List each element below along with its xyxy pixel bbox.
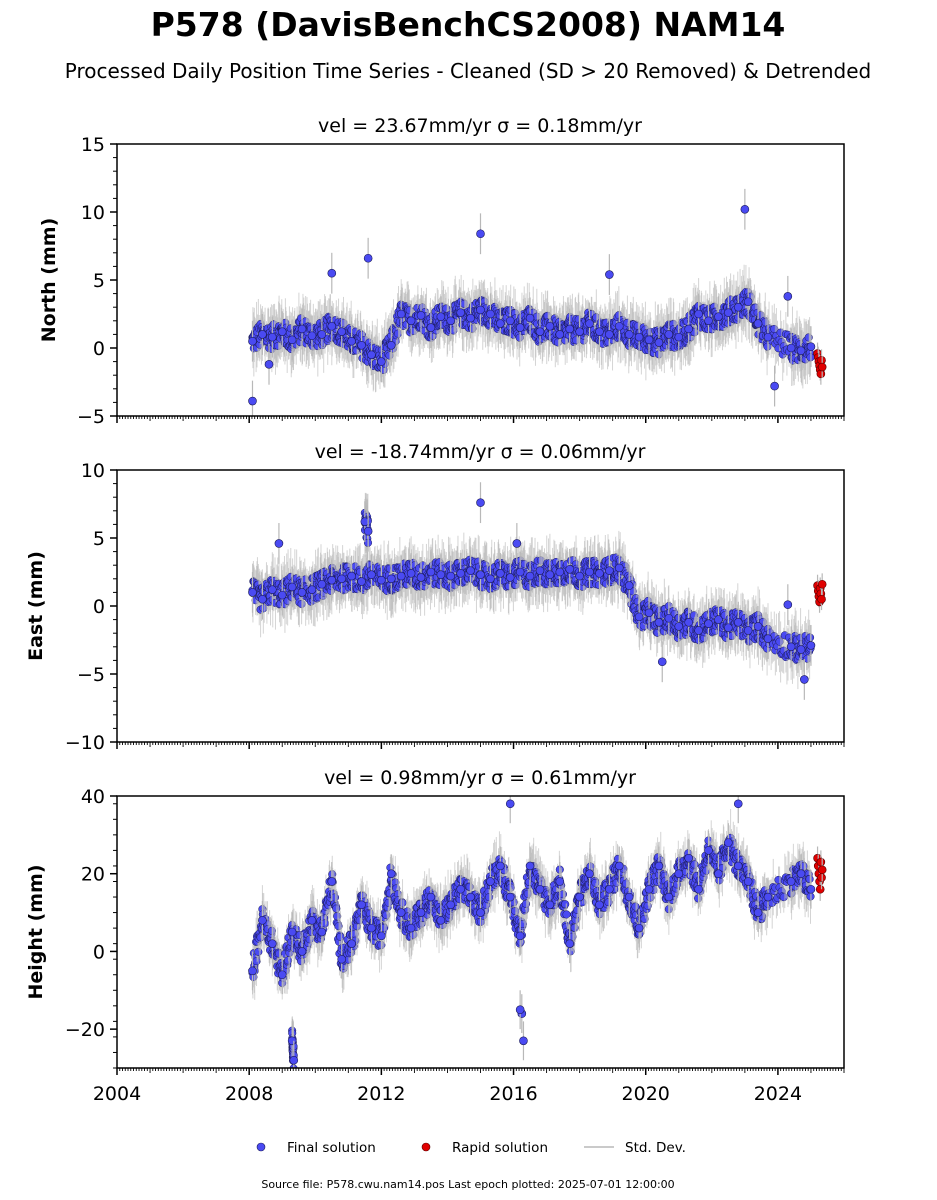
north-final-point [545, 321, 555, 331]
east-panel: vel = -18.74mm/yr σ = 0.06mm/yr East (mm… [25, 441, 845, 754]
north-final-point [496, 319, 505, 328]
north-final-point [416, 311, 426, 320]
north-final-point [287, 335, 297, 345]
north-final-point [644, 335, 654, 345]
north-final-point [317, 330, 327, 339]
north-final-point [486, 309, 495, 319]
north-final-point [783, 292, 793, 301]
north-axes-frame [116, 143, 845, 417]
north-final-point [763, 332, 773, 342]
north-final-point [456, 308, 465, 317]
north-final-point [436, 312, 446, 322]
north-y-tick-label: −5 [77, 406, 105, 428]
north-final-point [786, 343, 796, 353]
north-final-point [565, 324, 575, 334]
north-final-point [555, 330, 565, 339]
north-final-point [733, 302, 743, 312]
north-final-point [806, 342, 816, 351]
north-y-tick-label: 10 [81, 202, 105, 224]
north-final-point [248, 396, 257, 406]
north-final-point [535, 327, 545, 336]
north-final-point [614, 321, 624, 331]
east-data-cloud [248, 492, 815, 690]
north-y-tick-label: 0 [93, 338, 105, 360]
north-final-point [327, 268, 337, 278]
north-final-point [684, 324, 693, 334]
north-y-tick-label: 15 [81, 134, 105, 156]
north-plot-area [248, 188, 827, 416]
north-panel: vel = 23.67mm/yr σ = 0.18mm/yr North (mm… [38, 115, 845, 428]
north-panel-title: vel = 23.67mm/yr σ = 0.18mm/yr [318, 115, 642, 137]
north-final-point [575, 327, 584, 336]
north-rapid-point [817, 362, 827, 372]
north-final-point [595, 327, 604, 336]
north-final-point [605, 330, 614, 339]
figure-subtitle: Processed Daily Position Time Series - C… [65, 59, 871, 83]
east-plot-area [248, 482, 827, 700]
north-final-point [694, 309, 703, 319]
north-final-point [664, 330, 674, 339]
north-final-point [406, 316, 416, 326]
north-final-point [363, 253, 373, 263]
north-final-point [386, 340, 396, 350]
north-final-point [624, 330, 634, 339]
north-y-tick-label: 5 [93, 270, 105, 292]
north-final-point [674, 332, 684, 342]
north-final-point [743, 297, 753, 307]
north-final-point [307, 331, 317, 341]
north-y-axis-label: North (mm) [38, 218, 60, 343]
north-final-point [505, 316, 515, 326]
north-final-point [396, 309, 406, 319]
north-final-point [476, 305, 485, 315]
north-final-point [264, 360, 274, 369]
east-panel-title: vel = -18.74mm/yr σ = 0.06mm/yr [315, 441, 646, 463]
figure-title: P578 (DavisBenchCS2008) NAM14 [151, 5, 786, 44]
north-final-point [466, 313, 475, 323]
north-final-point [357, 340, 366, 350]
north-final-point [367, 350, 376, 360]
north-final-point [634, 332, 644, 342]
north-final-point [297, 324, 307, 334]
north-final-point [248, 336, 257, 346]
north-final-point [740, 204, 750, 214]
north-final-point [515, 323, 525, 332]
north-final-point [268, 332, 277, 342]
north-final-point [347, 336, 356, 346]
north-final-point [714, 312, 723, 322]
north-final-point [525, 313, 535, 323]
north-final-point [796, 346, 806, 356]
east-y-axis-label: East (mm) [25, 551, 47, 661]
north-final-point [277, 327, 287, 336]
north-final-point [585, 319, 594, 328]
north-final-point [605, 270, 614, 279]
north-final-point [724, 308, 733, 317]
north-final-point [753, 319, 763, 328]
north-final-point [426, 323, 436, 332]
north-final-point [327, 321, 337, 331]
north-final-point [476, 229, 485, 239]
north-final-point [258, 330, 267, 339]
north-final-point [446, 316, 456, 326]
north-final-point [377, 357, 386, 366]
north-final-point [654, 338, 664, 347]
north-final-point [337, 327, 347, 336]
north-final-point [770, 381, 779, 391]
north-final-point [704, 316, 713, 326]
